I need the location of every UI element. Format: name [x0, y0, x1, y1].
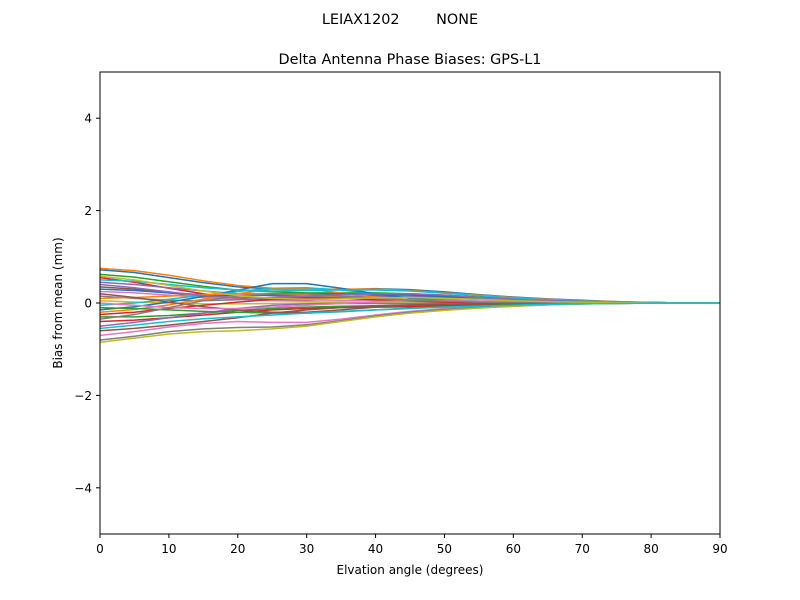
x-tick-label: 20 [230, 542, 245, 556]
y-axis: −4 −2 0 2 4 [74, 112, 100, 495]
y-tick-label: −4 [74, 481, 92, 495]
y-axis-label: Bias from mean (mm) [51, 237, 65, 368]
x-tick-label: 60 [506, 542, 521, 556]
series-line-30 [100, 302, 720, 330]
x-tick-label: 30 [299, 542, 314, 556]
y-tick-label: 0 [84, 297, 92, 311]
x-tick-label: 90 [712, 542, 727, 556]
y-tick-label: 4 [84, 112, 92, 126]
x-tick-label: 40 [368, 542, 383, 556]
y-tick-label: 2 [84, 204, 92, 218]
x-axis: 0 10 20 30 40 50 60 70 80 90 [96, 534, 728, 556]
x-tick-label: 80 [643, 542, 658, 556]
series-line-29 [100, 275, 720, 304]
x-tick-label: 70 [575, 542, 590, 556]
y-tick-label: −2 [74, 389, 92, 403]
series-layer [100, 267, 720, 344]
chart-suptitle: LEIAX1202 NONE [322, 12, 478, 28]
x-tick-label: 0 [96, 542, 104, 556]
x-axis-label: Elvation angle (degrees) [337, 563, 484, 577]
x-tick-label: 10 [161, 542, 176, 556]
chart-title: Delta Antenna Phase Biases: GPS-L1 [279, 52, 542, 68]
x-tick-label: 50 [437, 542, 452, 556]
